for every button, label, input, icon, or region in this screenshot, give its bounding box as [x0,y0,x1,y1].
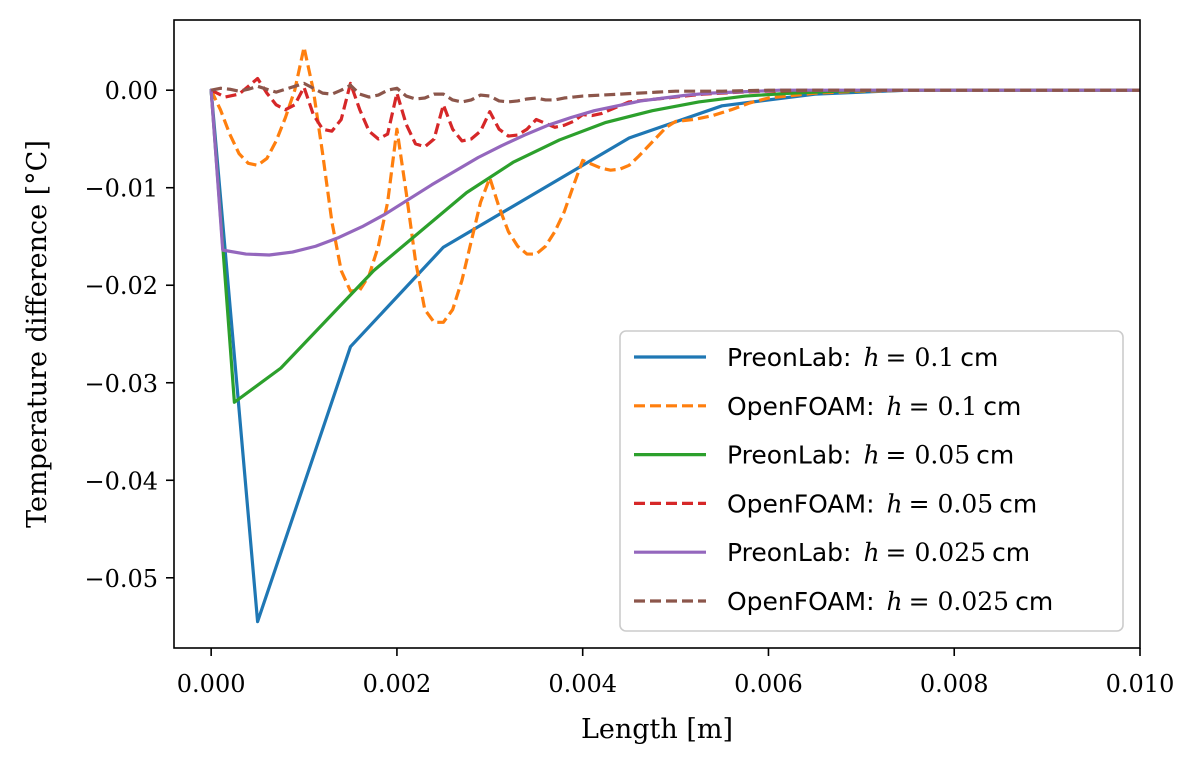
legend-value: = 0.025 [886,538,986,567]
legend-value: = 0.1 [886,343,955,372]
legend-prefix: PreonLab: [727,343,851,372]
x-axis: 0.000 0.002 0.004 0.006 0.008 0.010 [177,648,1175,698]
legend-var: h [863,441,879,470]
legend-value: = 0.05 [886,441,971,470]
legend-unit: cm [1015,587,1053,616]
legend-unit: cm [999,489,1037,518]
y-tick-label: −0.01 [84,175,158,203]
legend-prefix: PreonLab: [727,538,851,567]
y-tick-label: −0.03 [84,370,158,398]
legend-unit: cm [960,343,998,372]
x-tick-label: 0.008 [920,670,989,698]
x-tick-label: 0.002 [363,670,432,698]
legend-value: = 0.025 [909,587,1009,616]
y-tick-label: −0.02 [84,272,158,300]
x-tick-label: 0.004 [548,670,617,698]
legend-var: h [887,392,903,421]
legend-var: h [887,489,903,518]
series-line-6 [210,81,1140,104]
series-line-2 [209,45,1140,324]
x-tick-label: 0.000 [177,670,246,698]
x-tick-label: 0.006 [734,670,803,698]
y-axis-title: Temperature difference [°C] [22,140,53,528]
series-layer [209,45,1140,624]
legend-var: h [887,587,903,616]
legend-var: h [863,343,879,372]
legend-entry-4: OpenFOAM: h = 0.05 cm [727,489,1037,518]
legend-prefix: OpenFOAM: [727,489,875,518]
legend-value: = 0.1 [909,392,978,421]
legend-unit: cm [983,392,1021,421]
series-line-5 [209,88,1140,257]
y-tick-label: 0.00 [105,77,158,105]
legend-unit: cm [976,441,1014,470]
legend-entry-5: PreonLab: h = 0.025 cm [727,538,1030,567]
legend-entry-6: OpenFOAM: h = 0.025 cm [727,587,1053,616]
legend-prefix: OpenFOAM: [727,587,875,616]
legend-entry-3: PreonLab: h = 0.05 cm [727,441,1014,470]
legend-box [619,330,1124,632]
legend-value: = 0.05 [909,489,994,518]
legend-var: h [863,538,879,567]
legend-entry-1: PreonLab: h = 0.1 cm [727,343,998,372]
legend-unit: cm [992,538,1030,567]
y-axis: 0.00 −0.01 −0.02 −0.03 −0.04 −0.05 [84,77,174,593]
x-axis-title: Length [m] [581,714,733,745]
plot-frame [173,19,1141,649]
legend-prefix: OpenFOAM: [727,392,875,421]
legend-prefix: PreonLab: [727,441,851,470]
y-tick-label: −0.04 [84,467,158,495]
y-tick-label: −0.05 [84,565,158,593]
x-tick-label: 0.010 [1106,670,1175,698]
legend-entry-2: OpenFOAM: h = 0.1 cm [727,392,1021,421]
